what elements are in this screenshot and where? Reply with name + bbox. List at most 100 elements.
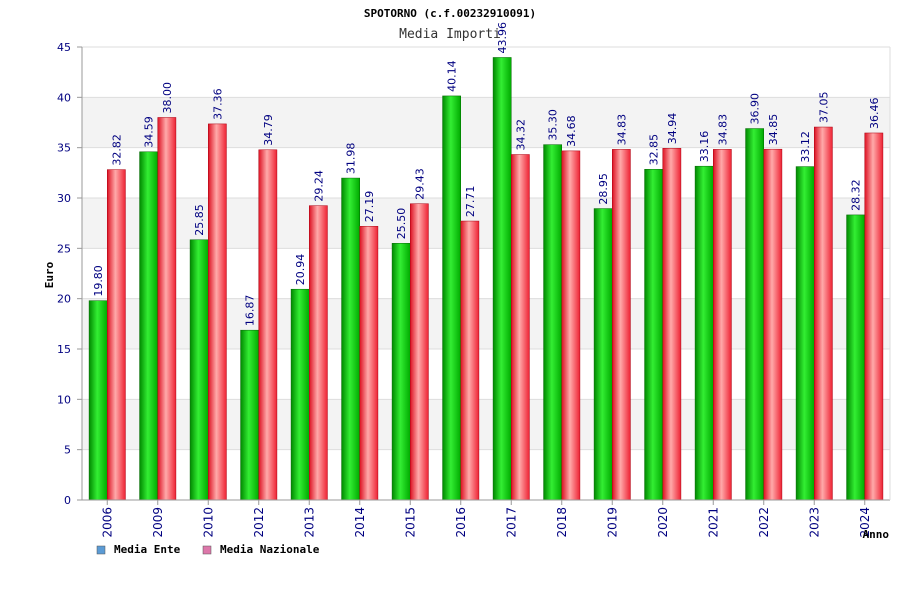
value-label: 27.71 xyxy=(464,186,477,218)
x-tick-label: 2006 xyxy=(100,507,114,538)
value-label: 34.59 xyxy=(143,116,156,148)
y-tick-label: 35 xyxy=(57,142,71,155)
x-ticks: 2006 2009 2010 2012 2013 2014 2015 2016 2017 2018… xyxy=(100,500,872,538)
value-label: 34.94 xyxy=(666,113,679,145)
y-ticks: 0 5 10 15 20 25 30 35 40 45 xyxy=(57,41,82,507)
bar-media-nazionale xyxy=(662,148,682,501)
x-tick-label: 2019 xyxy=(605,507,619,538)
value-label: 34.32 xyxy=(514,119,527,151)
value-label: 34.85 xyxy=(767,114,780,146)
x-tick-label: 2023 xyxy=(807,507,821,538)
bar-media-ente xyxy=(189,239,209,501)
bar-media-ente xyxy=(88,300,108,501)
value-label: 37.36 xyxy=(211,88,224,120)
bar-media-nazionale xyxy=(814,126,833,501)
legend: Media Ente Media Nazionale xyxy=(96,543,320,556)
x-tick-label: 2024 xyxy=(858,507,872,538)
value-label: 19.80 xyxy=(92,265,105,297)
y-tick-label: 0 xyxy=(64,494,71,507)
value-label: 43.96 xyxy=(496,22,509,54)
bar-media-ente xyxy=(442,95,462,501)
y-tick-label: 30 xyxy=(57,192,71,205)
bar-media-nazionale xyxy=(713,149,732,501)
legend-swatch-media-nazionale xyxy=(202,545,212,555)
value-label: 37.05 xyxy=(817,92,830,124)
bar-media-ente xyxy=(694,165,714,501)
x-tick-label: 2013 xyxy=(302,507,316,538)
y-tick-label: 20 xyxy=(57,293,71,306)
legend-swatch-media-ente xyxy=(96,545,106,555)
bar-media-ente xyxy=(290,288,310,501)
bar-media-nazionale xyxy=(460,220,480,501)
y-tick-label: 5 xyxy=(64,444,71,457)
bar-media-ente xyxy=(745,128,765,501)
value-label: 25.85 xyxy=(193,204,206,236)
value-label: 33.12 xyxy=(799,131,812,163)
value-label: 36.90 xyxy=(749,93,762,125)
x-tick-label: 2015 xyxy=(403,507,417,538)
bar-media-ente xyxy=(240,329,260,501)
y-axis-label: Euro xyxy=(43,261,56,288)
x-tick-label: 2022 xyxy=(757,507,771,538)
value-label: 34.68 xyxy=(565,115,578,147)
bar-media-nazionale xyxy=(359,226,379,501)
value-labels: 19.80 32.82 34.59 38.00 25.85 37.36 16.87 34.79… xyxy=(92,22,881,326)
x-tick-label: 2009 xyxy=(151,507,165,538)
chart-subtitle: Media Importi xyxy=(399,27,501,42)
value-label: 34.79 xyxy=(262,114,275,146)
y-tick-label: 45 xyxy=(57,41,71,54)
value-label: 36.46 xyxy=(868,97,881,129)
x-axis-label: Anno xyxy=(863,528,890,541)
axes xyxy=(81,47,891,501)
value-label: 32.82 xyxy=(110,134,123,166)
bar-media-ente xyxy=(795,166,815,501)
value-label: 40.14 xyxy=(446,60,459,92)
y-tick-label: 10 xyxy=(57,393,71,406)
x-tick-label: 2016 xyxy=(454,507,468,538)
value-label: 34.83 xyxy=(615,114,628,146)
bar-media-nazionale xyxy=(410,203,429,501)
x-tick-label: 2012 xyxy=(252,507,266,538)
bar-media-nazionale xyxy=(107,169,126,501)
x-tick-label: 2014 xyxy=(353,507,367,538)
bar-media-ente xyxy=(341,177,361,501)
x-tick-label: 2010 xyxy=(201,507,215,538)
bar-media-ente xyxy=(139,151,159,501)
bar-media-ente xyxy=(593,208,613,501)
value-label: 31.98 xyxy=(345,143,358,175)
bar-media-nazionale xyxy=(612,149,631,501)
value-label: 27.19 xyxy=(363,191,376,223)
y-tick-label: 25 xyxy=(57,242,71,255)
value-label: 38.00 xyxy=(161,82,174,114)
x-tick-label: 2020 xyxy=(656,507,670,538)
value-label: 25.50 xyxy=(395,208,408,240)
bar-media-ente xyxy=(492,57,512,501)
bar-media-nazionale xyxy=(258,149,278,501)
x-tick-label: 2018 xyxy=(555,507,569,538)
bar-media-nazionale xyxy=(511,154,530,501)
value-label: 29.24 xyxy=(312,170,325,202)
bars xyxy=(88,57,884,501)
bar-media-ente xyxy=(391,243,411,501)
bar-media-nazionale xyxy=(763,148,783,501)
value-label: 35.30 xyxy=(547,109,560,141)
value-label: 29.43 xyxy=(413,168,426,200)
y-tick-label: 40 xyxy=(57,91,71,104)
value-label: 16.87 xyxy=(244,295,257,327)
value-label: 33.16 xyxy=(698,131,711,163)
x-tick-label: 2021 xyxy=(706,507,720,538)
chart-title: SPOTORNO (c.f.00232910091) xyxy=(364,7,536,20)
bar-media-nazionale xyxy=(561,150,581,501)
bar-media-ente xyxy=(543,144,563,501)
bar-media-nazionale xyxy=(309,205,328,501)
bar-media-ente xyxy=(644,169,664,501)
legend-label-media-nazionale: Media Nazionale xyxy=(220,543,320,556)
value-label: 28.32 xyxy=(850,179,863,211)
y-tick-label: 15 xyxy=(57,343,71,356)
value-label: 28.95 xyxy=(597,173,610,205)
bar-media-nazionale xyxy=(864,132,884,501)
value-label: 34.83 xyxy=(716,114,729,146)
value-label: 32.85 xyxy=(648,134,661,166)
bar-media-nazionale xyxy=(208,123,227,501)
